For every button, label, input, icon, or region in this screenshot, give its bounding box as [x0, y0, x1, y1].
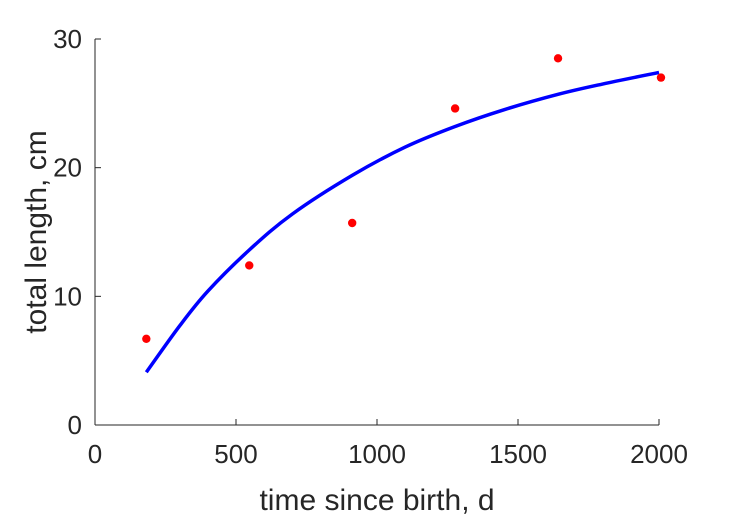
x-tick-label: 0	[88, 439, 102, 469]
y-tick-label: 20	[53, 153, 82, 183]
data-point	[245, 261, 254, 270]
fit-curve	[144, 70, 660, 374]
x-tick-label: 500	[214, 439, 257, 469]
data-point	[656, 73, 666, 82]
x-axis-ticks: 0 500 1000 1500 2000	[88, 419, 688, 469]
y-tick-label: 10	[53, 281, 82, 311]
x-tick-label: 2000	[630, 439, 688, 469]
data-point	[347, 218, 357, 228]
y-tick-label: 0	[68, 410, 82, 440]
data-point	[553, 54, 563, 63]
y-tick-label: 30	[53, 24, 82, 54]
x-axis-label: time since birth, d	[259, 484, 494, 517]
y-axis-label: total length, cm	[20, 130, 53, 333]
plot-series	[142, 54, 666, 374]
x-tick-label: 1000	[348, 439, 406, 469]
data-point	[142, 334, 151, 343]
y-axis-ticks: 0 10 20 30	[53, 24, 101, 440]
x-tick-label: 1500	[489, 439, 547, 469]
data-point	[450, 104, 460, 113]
